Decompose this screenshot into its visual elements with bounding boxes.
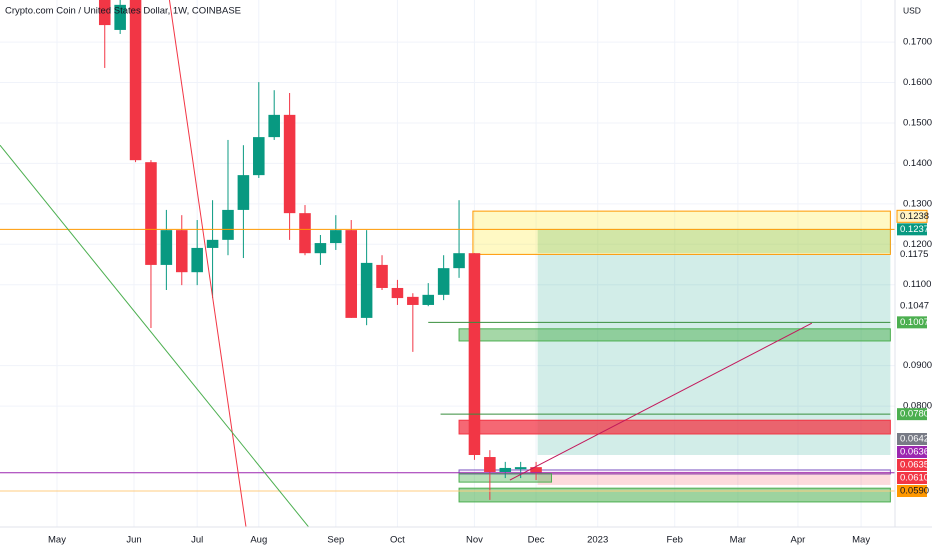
candle-body: [530, 467, 542, 474]
price-label: 0.0610: [900, 473, 929, 484]
price-label-box: [897, 472, 927, 485]
price-label: 0.1007: [900, 317, 929, 328]
x-tick-label: Jul: [191, 535, 203, 546]
candles: [98, 0, 542, 500]
price-label: 0.0590: [900, 486, 929, 497]
price-label-box: [897, 485, 927, 498]
price-label-box: [897, 446, 927, 459]
price-label: 0.0780: [900, 409, 929, 420]
candle-body: [422, 294, 435, 305]
x-tick-label: 2023: [587, 535, 608, 546]
y-tick-label: 0.1300: [903, 198, 932, 209]
candle-body: [253, 137, 265, 176]
candle-body: [407, 296, 419, 305]
candle-body: [499, 467, 512, 472]
drawn-line: [0, 144, 310, 527]
candle-body: [376, 264, 388, 288]
candle-body: [129, 0, 142, 161]
candle-body: [468, 253, 481, 456]
zone: [458, 487, 891, 503]
drawn-line: [509, 322, 813, 481]
zone: [537, 471, 891, 485]
candle-body: [514, 467, 527, 470]
y-tick-label: 0.1600: [903, 77, 932, 88]
y-tick-label: 0.1400: [903, 158, 932, 169]
candle-body: [237, 175, 250, 210]
candle-body: [299, 213, 311, 254]
chart-title: Crypto.com Coin / United States Dollar, …: [5, 6, 241, 17]
price-label: 0.1237: [900, 224, 929, 235]
candle-body: [98, 0, 111, 26]
x-tick-label: May: [852, 535, 870, 546]
axes: 0.17000.16000.15000.14000.13000.12000.11…: [48, 37, 932, 546]
price-label: 0.0642: [900, 434, 929, 445]
zone: [472, 210, 891, 255]
candle-body: [191, 247, 203, 273]
zone: [537, 228, 891, 254]
y-tick-label: 0.1100: [903, 279, 931, 290]
candle-body: [437, 268, 450, 295]
y-tick-label: 0.0900: [903, 360, 932, 371]
x-tick-label: Oct: [390, 535, 405, 546]
candle-body: [360, 262, 373, 318]
candle-body: [283, 114, 296, 214]
candle-body: [345, 230, 357, 318]
price-label: 0.1175: [900, 249, 928, 260]
y-tick-label: 0.1500: [903, 117, 932, 128]
price-label-box: [897, 223, 927, 236]
candle-body: [114, 4, 126, 30]
grid: [0, 0, 895, 527]
candle-body: [222, 209, 234, 240]
candle-body: [453, 253, 465, 269]
x-tick-label: Aug: [250, 535, 267, 546]
candle-body: [268, 114, 280, 138]
y-tick-label: 0.1200: [903, 239, 932, 250]
price-label-box: [897, 316, 927, 329]
x-tick-label: Feb: [667, 535, 683, 546]
x-tick-label: Dec: [528, 535, 545, 546]
x-tick-label: Nov: [466, 535, 483, 546]
y-tick-label: 0.1700: [903, 37, 932, 48]
x-tick-label: Mar: [730, 535, 746, 546]
price-label: 0.1047: [900, 301, 929, 312]
candle-body: [160, 230, 173, 265]
x-tick-label: May: [48, 535, 66, 546]
candle-body: [206, 239, 219, 248]
price-label-box: [897, 408, 927, 421]
trend-lines: [0, 0, 895, 527]
drawn-line: [168, 0, 247, 527]
candle-body: [314, 243, 327, 254]
candle-body: [391, 287, 404, 299]
y-tick-label: 0.0800: [903, 401, 932, 412]
price-label: 0.1238: [900, 211, 929, 222]
price-label-box: [897, 459, 927, 472]
axis-unit: USD: [903, 5, 921, 15]
candle-body: [484, 457, 496, 472]
x-tick-label: Jun: [126, 535, 141, 546]
price-label-box: [897, 433, 927, 446]
x-tick-label: Sep: [327, 535, 344, 546]
price-label-box: [896, 209, 928, 223]
zone: [458, 469, 891, 475]
zone: [458, 419, 891, 435]
x-tick-label: Apr: [791, 535, 806, 546]
price-label: 0.0635: [900, 460, 929, 471]
price-label: 0.0636: [900, 447, 929, 458]
candle-body: [145, 162, 157, 265]
candle-body: [175, 230, 188, 273]
zone: [458, 328, 891, 342]
candle-body: [330, 230, 342, 244]
